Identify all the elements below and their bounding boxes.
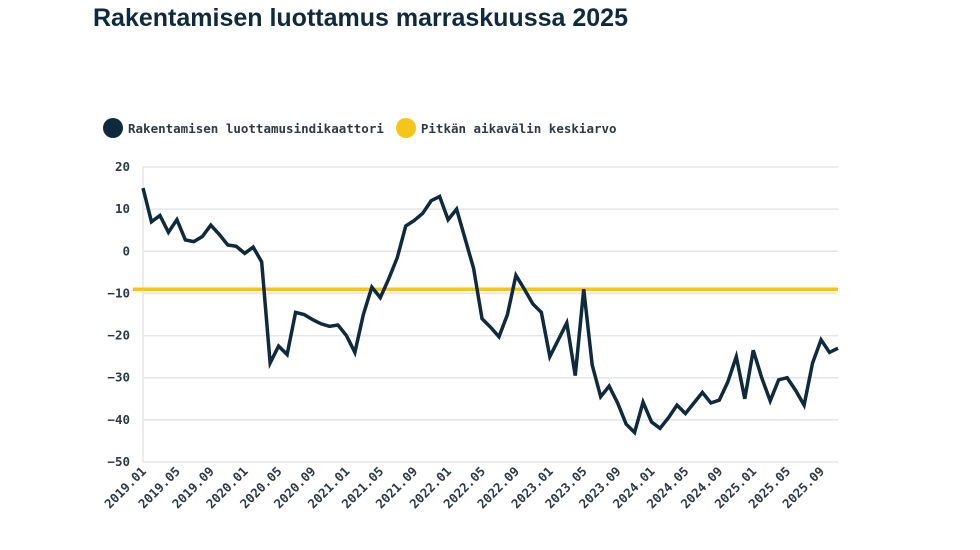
indicator-line — [141, 187, 839, 436]
legend-dot-icon — [103, 118, 123, 138]
y-tick-label: −10 — [107, 285, 130, 300]
chart-title: Rakentamisen luottamus marraskuussa 2025 — [93, 4, 628, 32]
y-tick-label: 0 — [122, 243, 130, 258]
legend-label: Pitkän aikavälin keskiarvo — [420, 120, 617, 136]
y-tick-label: 10 — [115, 201, 130, 216]
legend-item-average[interactable]: Pitkän aikavälin keskiarvo — [395, 118, 617, 138]
legend-label: Rakentamisen luottamusindikaattori — [128, 120, 384, 136]
y-tick-label: −40 — [107, 412, 130, 427]
y-tick-label: −20 — [107, 328, 130, 343]
y-tick-label: −50 — [107, 454, 130, 469]
y-tick-label: −30 — [107, 370, 130, 385]
legend: Rakentamisen luottamusindikaattori Pitkä… — [103, 118, 617, 138]
legend-dot-icon — [395, 118, 416, 138]
y-tick-label: 20 — [115, 159, 130, 174]
legend-item-indicator[interactable]: Rakentamisen luottamusindikaattori — [103, 118, 384, 138]
